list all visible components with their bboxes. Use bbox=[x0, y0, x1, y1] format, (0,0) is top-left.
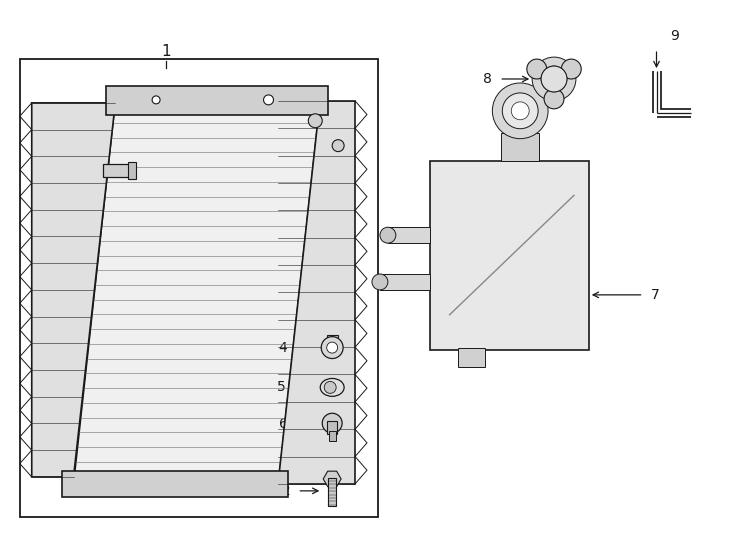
Polygon shape bbox=[278, 101, 355, 484]
Bar bbox=[327, 421, 337, 434]
Circle shape bbox=[321, 336, 343, 359]
Text: 7: 7 bbox=[650, 288, 659, 302]
Polygon shape bbox=[106, 86, 328, 115]
Bar bbox=[20, 59, 378, 517]
Polygon shape bbox=[32, 103, 115, 477]
Bar bbox=[380, 274, 429, 290]
Bar bbox=[327, 335, 338, 348]
Bar bbox=[128, 162, 137, 179]
Circle shape bbox=[502, 93, 538, 129]
Circle shape bbox=[327, 342, 338, 353]
Text: 8: 8 bbox=[484, 72, 493, 86]
Circle shape bbox=[322, 413, 342, 433]
Circle shape bbox=[372, 274, 388, 290]
Circle shape bbox=[541, 66, 567, 92]
Circle shape bbox=[532, 57, 576, 101]
Text: 1: 1 bbox=[161, 44, 171, 59]
Circle shape bbox=[308, 114, 322, 128]
Text: 3: 3 bbox=[63, 164, 71, 178]
Polygon shape bbox=[73, 101, 320, 484]
Bar bbox=[429, 160, 589, 349]
Circle shape bbox=[512, 102, 529, 120]
Polygon shape bbox=[62, 471, 288, 497]
Circle shape bbox=[544, 89, 564, 109]
Circle shape bbox=[264, 95, 274, 105]
Circle shape bbox=[324, 381, 336, 393]
Text: 5: 5 bbox=[277, 380, 286, 394]
Bar bbox=[103, 164, 133, 177]
Text: 2: 2 bbox=[282, 484, 291, 498]
Polygon shape bbox=[323, 471, 341, 487]
Circle shape bbox=[562, 59, 581, 79]
Circle shape bbox=[152, 96, 160, 104]
Circle shape bbox=[493, 83, 548, 139]
Text: 6: 6 bbox=[278, 417, 288, 431]
Bar bbox=[328, 478, 336, 506]
Ellipse shape bbox=[320, 379, 344, 396]
Text: 4: 4 bbox=[279, 341, 288, 355]
Circle shape bbox=[541, 66, 567, 92]
Bar bbox=[501, 133, 539, 160]
Circle shape bbox=[380, 227, 396, 243]
Circle shape bbox=[333, 140, 344, 152]
Bar bbox=[388, 227, 429, 243]
Text: 9: 9 bbox=[670, 29, 679, 43]
Bar bbox=[457, 348, 485, 368]
Circle shape bbox=[527, 59, 547, 79]
Bar bbox=[329, 431, 335, 441]
